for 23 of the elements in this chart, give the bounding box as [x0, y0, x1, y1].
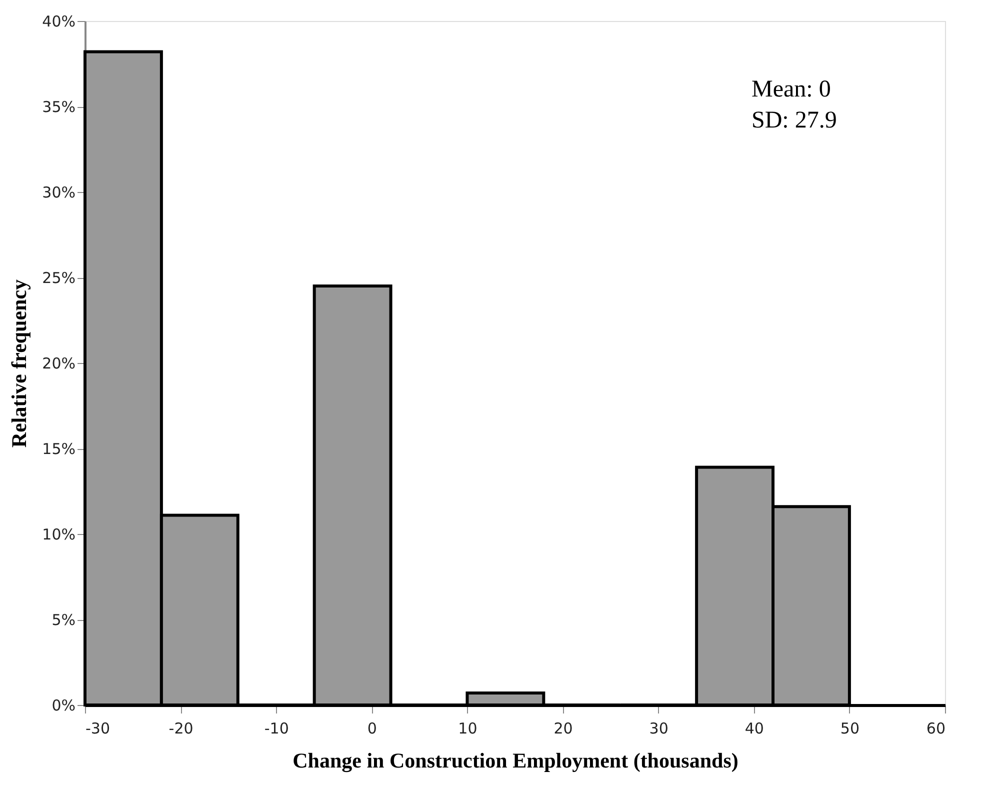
x-tick-label: 0: [367, 720, 377, 738]
x-tick-label: -30: [86, 720, 110, 738]
y-tick-label: 20%: [42, 354, 76, 372]
y-tick-label: 25%: [42, 269, 76, 287]
x-axis-title: Change in Construction Employment (thousands): [292, 748, 738, 772]
y-tick-label: 15%: [42, 440, 76, 458]
y-axis-title: Relative frequency: [7, 278, 32, 448]
y-tick-label: 35%: [42, 98, 76, 116]
y-tick-label: 5%: [52, 611, 76, 629]
y-tick-label: 10%: [42, 526, 76, 544]
annotation: Mean: 0: [752, 76, 831, 102]
x-tick-label: -10: [264, 720, 289, 738]
y-tick-label: 40%: [42, 12, 76, 30]
x-tick-label: 40: [744, 720, 764, 738]
x-tick-label: 20: [554, 720, 573, 738]
x-tick-label: 50: [840, 720, 860, 738]
annotation: SD: 27.9: [752, 107, 837, 134]
y-tick-label: 30%: [42, 184, 76, 202]
x-tick-label: 30: [649, 720, 668, 738]
x-tick-label: 10: [458, 720, 478, 738]
y-tick-label: 0%: [52, 696, 76, 714]
x-tick-label: 60: [926, 720, 946, 738]
x-tick-label: -20: [168, 720, 194, 738]
